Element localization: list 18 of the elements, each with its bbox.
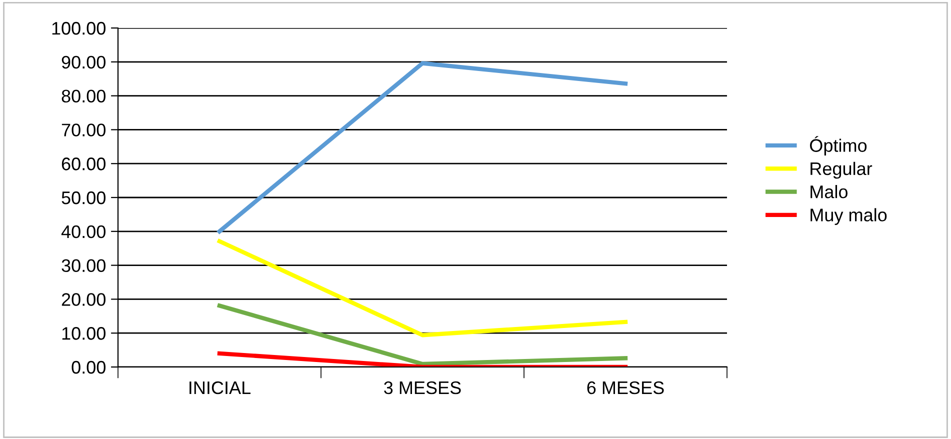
y-tick-label: 20.00: [62, 293, 106, 306]
y-tick-label: 50.00: [62, 191, 106, 204]
y-tick-label: 10.00: [62, 327, 106, 340]
y-tick-label: 70.00: [62, 124, 106, 136]
legend-label: Óptimo: [810, 136, 867, 156]
y-tick-label: 60.00: [62, 158, 106, 170]
x-tick-label: 3 MESES: [384, 381, 461, 394]
x-tick-label: 6 MESES: [587, 381, 664, 394]
legend-label: Malo: [810, 184, 848, 198]
x-tick-label: INICIAL: [190, 381, 251, 394]
y-tick-label: 30.00: [62, 259, 106, 272]
y-tick-label: 80.00: [62, 90, 106, 103]
y-tick-label: 40.00: [61, 225, 106, 238]
y-tick-label: 90.00: [62, 56, 106, 69]
legend-label: Regular: [810, 162, 872, 179]
y-tick-label: 0.00: [72, 360, 106, 374]
y-tick-label: 100.00: [52, 22, 106, 35]
legend-label: Muy malo: [810, 208, 887, 225]
